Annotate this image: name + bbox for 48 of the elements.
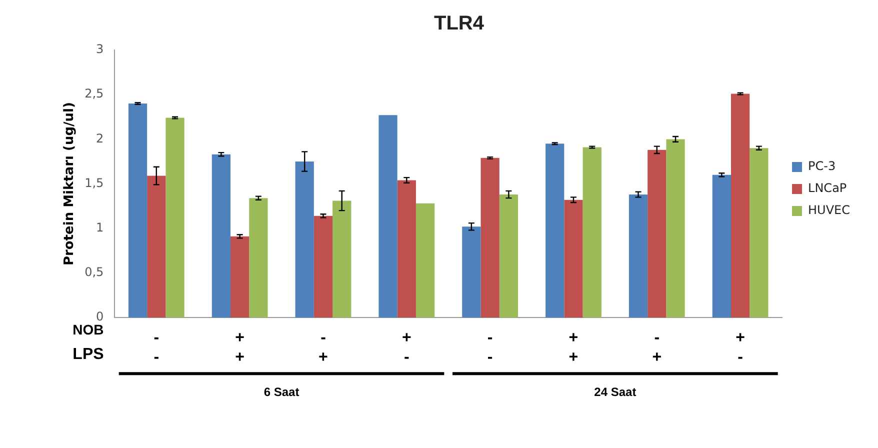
bar: [128, 104, 148, 318]
x-tick-label: - +: [318, 330, 328, 366]
bar: [712, 174, 731, 318]
x-tick-label: + -: [402, 330, 412, 366]
x-tick-label: - -: [487, 330, 493, 366]
legend-label: HUVEC: [808, 203, 850, 218]
y-tick-label: 1,5: [84, 176, 104, 190]
y-tick-label: 2: [96, 131, 104, 146]
bar: [462, 226, 481, 318]
chart-title: TLR4: [434, 12, 485, 35]
y-tick-label: 1: [96, 220, 104, 235]
y-tick-label: 0: [96, 310, 104, 324]
legend-label: LNCaP: [808, 181, 847, 196]
legend-label: PC-3: [808, 159, 836, 174]
bar: [628, 194, 648, 318]
x-tick-label: - +: [652, 330, 662, 366]
bar: [564, 200, 583, 318]
bar: [249, 198, 268, 318]
text: 24 Saat: [594, 384, 636, 399]
bar: [332, 200, 352, 318]
bar: [295, 162, 314, 318]
bar: [750, 148, 768, 318]
y-tick-label: 0,5: [84, 265, 104, 280]
bar: [546, 144, 564, 318]
bar: [230, 236, 250, 318]
bar: [416, 203, 435, 318]
bar: [480, 158, 500, 318]
text: 6 Saat: [264, 384, 300, 399]
y-axis-title: Protein Miktarı (ug/ul): [62, 102, 78, 266]
x-tick-label: + -: [736, 330, 745, 366]
bar: [314, 216, 333, 318]
bar: [731, 94, 750, 318]
bar: [648, 150, 666, 318]
y-tick-label: 3: [96, 42, 104, 56]
x-tick-label: + +: [568, 330, 578, 366]
bar: [212, 154, 230, 318]
bar: [499, 194, 518, 318]
y-tick-label: 2,5: [84, 86, 104, 101]
bar: [666, 139, 685, 318]
bar: [582, 147, 602, 318]
text: NOB: [72, 321, 104, 338]
bar: [397, 180, 416, 318]
bar: [166, 118, 184, 318]
x-tick-label: + +: [235, 330, 244, 366]
bar: [147, 176, 166, 318]
x-tick-label: - -: [154, 330, 160, 366]
bar: [378, 115, 398, 318]
text: LPS: [72, 346, 104, 364]
